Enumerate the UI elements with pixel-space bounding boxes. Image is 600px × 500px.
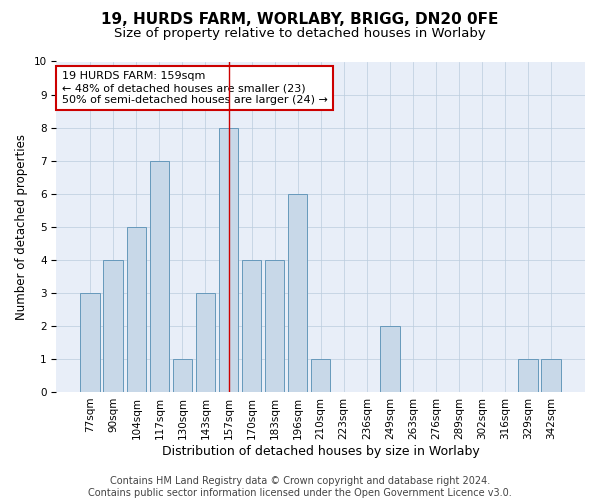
Y-axis label: Number of detached properties: Number of detached properties (15, 134, 28, 320)
Bar (149, 160, 169, 392)
Bar (242, 260, 262, 392)
Bar (541, 359, 561, 392)
Bar (265, 260, 284, 392)
Text: Contains HM Land Registry data © Crown copyright and database right 2024.
Contai: Contains HM Land Registry data © Crown c… (88, 476, 512, 498)
Bar (196, 293, 215, 392)
Bar (219, 128, 238, 392)
Text: Size of property relative to detached houses in Worlaby: Size of property relative to detached ho… (114, 28, 486, 40)
Bar (80, 293, 100, 392)
Bar (103, 260, 123, 392)
Bar (311, 359, 331, 392)
Bar (518, 359, 538, 392)
Bar (380, 326, 400, 392)
Text: 19, HURDS FARM, WORLABY, BRIGG, DN20 0FE: 19, HURDS FARM, WORLABY, BRIGG, DN20 0FE (101, 12, 499, 28)
Bar (173, 359, 192, 392)
Text: 19 HURDS FARM: 159sqm
← 48% of detached houses are smaller (23)
50% of semi-deta: 19 HURDS FARM: 159sqm ← 48% of detached … (62, 72, 328, 104)
X-axis label: Distribution of detached houses by size in Worlaby: Distribution of detached houses by size … (162, 444, 479, 458)
Bar (288, 194, 307, 392)
Bar (127, 226, 146, 392)
